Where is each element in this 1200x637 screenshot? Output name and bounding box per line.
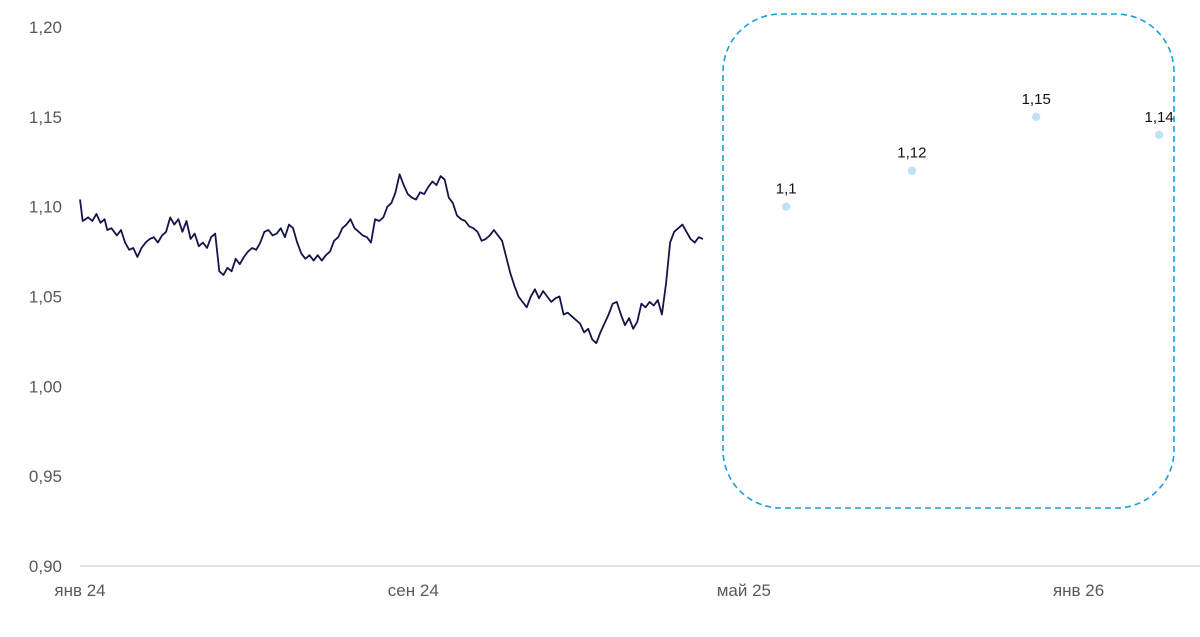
x-tick-label: янв 26 (1053, 581, 1104, 600)
y-tick-label: 0,95 (29, 467, 62, 486)
x-tick-label: сен 24 (388, 581, 439, 600)
data-label: 1,1 (776, 181, 797, 198)
data-label: 1,12 (897, 145, 926, 162)
forecast-point (1154, 130, 1164, 139)
y-tick-label: 0,90 (29, 557, 62, 576)
forecast-box (722, 13, 1175, 509)
y-tick-label: 1,10 (29, 198, 62, 217)
forecast-point (1032, 112, 1041, 122)
series-line-history (79, 173, 704, 345)
forecast-point (907, 166, 917, 175)
y-tick-label: 1,15 (29, 108, 62, 127)
data-label: 1,14 (1145, 109, 1174, 126)
data-label: 1,15 (1022, 91, 1051, 108)
x-tick-label: янв 24 (54, 581, 105, 600)
y-tick-label: 1,20 (29, 18, 62, 37)
y-tick-label: 1,00 (29, 377, 62, 396)
y-tick-label: 1,05 (29, 288, 62, 307)
forecast-point (782, 202, 791, 211)
x-tick-label: май 25 (717, 581, 771, 600)
